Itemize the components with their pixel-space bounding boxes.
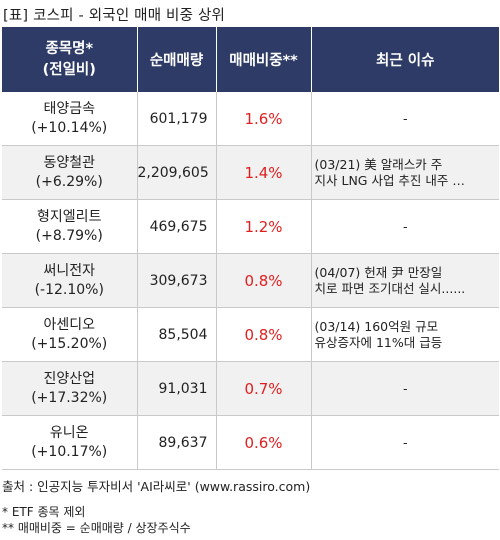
footnote-ratio: ** 매매비중 = 순매매량 / 상장주식수 xyxy=(2,521,191,535)
net-volume: 2,209,605 xyxy=(136,145,216,200)
recent-issue: - xyxy=(310,361,499,416)
stock-change: (+17.32%) xyxy=(31,389,108,406)
trading-ratio: 0.8% xyxy=(215,253,311,308)
issue-line: 치로 파면 조기대선 실시...... xyxy=(314,280,466,296)
trading-ratio: 0.6% xyxy=(215,415,311,470)
table-row: 형지엘리트 (+8.79%) 469,675 1.2% - xyxy=(2,199,499,254)
stock-name: 진양산업 xyxy=(43,370,96,387)
stock-change: (+10.17%) xyxy=(31,443,108,460)
stock-cell: 태양금속 (+10.14%) xyxy=(2,92,137,146)
trading-ratio: 1.4% xyxy=(215,145,311,200)
stock-change: (+8.79%) xyxy=(35,227,103,244)
table-title: [표] 코스피 - 외국인 매매 비중 상위 xyxy=(3,8,226,24)
recent-issue: - xyxy=(310,415,499,470)
stock-cell: 유니온 (+10.17%) xyxy=(2,415,137,470)
header-stock-name: 종목명* (전일비) xyxy=(2,27,137,92)
stock-change: (-12.10%) xyxy=(34,281,104,298)
issue-line: - xyxy=(402,110,408,126)
header-net-volume: 순매매량 xyxy=(136,27,216,92)
header-trading-ratio: 매매비중** xyxy=(215,27,311,92)
stock-change: (+15.20%) xyxy=(31,335,108,352)
recent-issue: (04/07) 헌재 尹 만장일 치로 파면 조기대선 실시...... xyxy=(310,253,499,308)
stock-name: 써니전자 xyxy=(43,262,96,279)
net-volume: 89,637 xyxy=(136,415,216,470)
issue-line: - xyxy=(402,380,408,396)
stock-change: (+6.29%) xyxy=(35,173,103,190)
stock-cell: 진양산업 (+17.32%) xyxy=(2,361,137,416)
net-volume: 85,504 xyxy=(136,307,216,362)
stock-name: 유니온 xyxy=(49,424,89,441)
stock-name: 태양금속 xyxy=(43,100,96,117)
trading-ratio: 0.7% xyxy=(215,361,311,416)
stock-name: 형지엘리트 xyxy=(37,208,102,225)
issue-line: - xyxy=(402,434,408,450)
recent-issue: (03/21) 美 알래스카 주 지사 LNG 사업 추진 내주 … xyxy=(310,145,499,200)
stock-cell: 형지엘리트 (+8.79%) xyxy=(2,199,137,254)
recent-issue: - xyxy=(310,199,499,254)
stock-cell: 동양철관 (+6.29%) xyxy=(2,145,137,200)
table-row: 유니온 (+10.17%) 89,637 0.6% - xyxy=(2,415,499,470)
header-row: 종목명* (전일비) 순매매량 매매비중** 최근 이슈 xyxy=(2,27,499,92)
issue-line: (03/14) 160억원 규모 xyxy=(314,318,439,334)
issue-line: 유상증자에 11%대 급등 xyxy=(314,334,443,350)
issue-line: (04/07) 헌재 尹 만장일 xyxy=(314,264,443,280)
source-note: 출처 : 인공지능 투자비서 'AI라씨로' (www.rassiro.com) xyxy=(2,479,311,494)
issue-line: - xyxy=(402,218,408,234)
net-volume: 309,673 xyxy=(136,253,216,308)
net-volume: 469,675 xyxy=(136,199,216,254)
stock-change: (+10.14%) xyxy=(31,119,108,136)
stock-cell: 아센디오 (+15.20%) xyxy=(2,307,137,362)
table-row: 태양금속 (+10.14%) 601,179 1.6% - xyxy=(2,92,499,146)
stock-name: 동양철관 xyxy=(43,154,96,171)
header-recent-issue: 최근 이슈 xyxy=(310,27,499,92)
table-row: 진양산업 (+17.32%) 91,031 0.7% - xyxy=(2,361,499,416)
issue-line: 지사 LNG 사업 추진 내주 … xyxy=(314,172,465,188)
table-row: 써니전자 (-12.10%) 309,673 0.8% (04/07) 헌재 尹 만장일… xyxy=(2,253,499,308)
stock-name: 아센디오 xyxy=(43,316,96,333)
foreign-trading-table: 종목명* (전일비) 순매매량 매매비중** 최근 이슈 태양금속 (+10.14… xyxy=(2,27,499,470)
net-volume: 601,179 xyxy=(136,92,216,146)
table-row: 동양철관 (+6.29%) 2,209,605 1.4% (03/21) 美 알래스카 … xyxy=(2,145,499,200)
stock-cell: 써니전자 (-12.10%) xyxy=(2,253,137,308)
net-volume: 91,031 xyxy=(136,361,216,416)
issue-line: (03/21) 美 알래스카 주 xyxy=(314,156,443,172)
table-row: 아센디오 (+15.20%) 85,504 0.8% (03/14) 160억원 규모 유… xyxy=(2,307,499,362)
trading-ratio: 0.8% xyxy=(215,307,311,362)
trading-ratio: 1.2% xyxy=(215,199,311,254)
footnote-etf: * ETF 종목 제외 xyxy=(2,505,86,519)
recent-issue: - xyxy=(310,92,499,146)
recent-issue: (03/14) 160억원 규모 유상증자에 11%대 급등 xyxy=(310,307,499,362)
trading-ratio: 1.6% xyxy=(215,92,311,146)
